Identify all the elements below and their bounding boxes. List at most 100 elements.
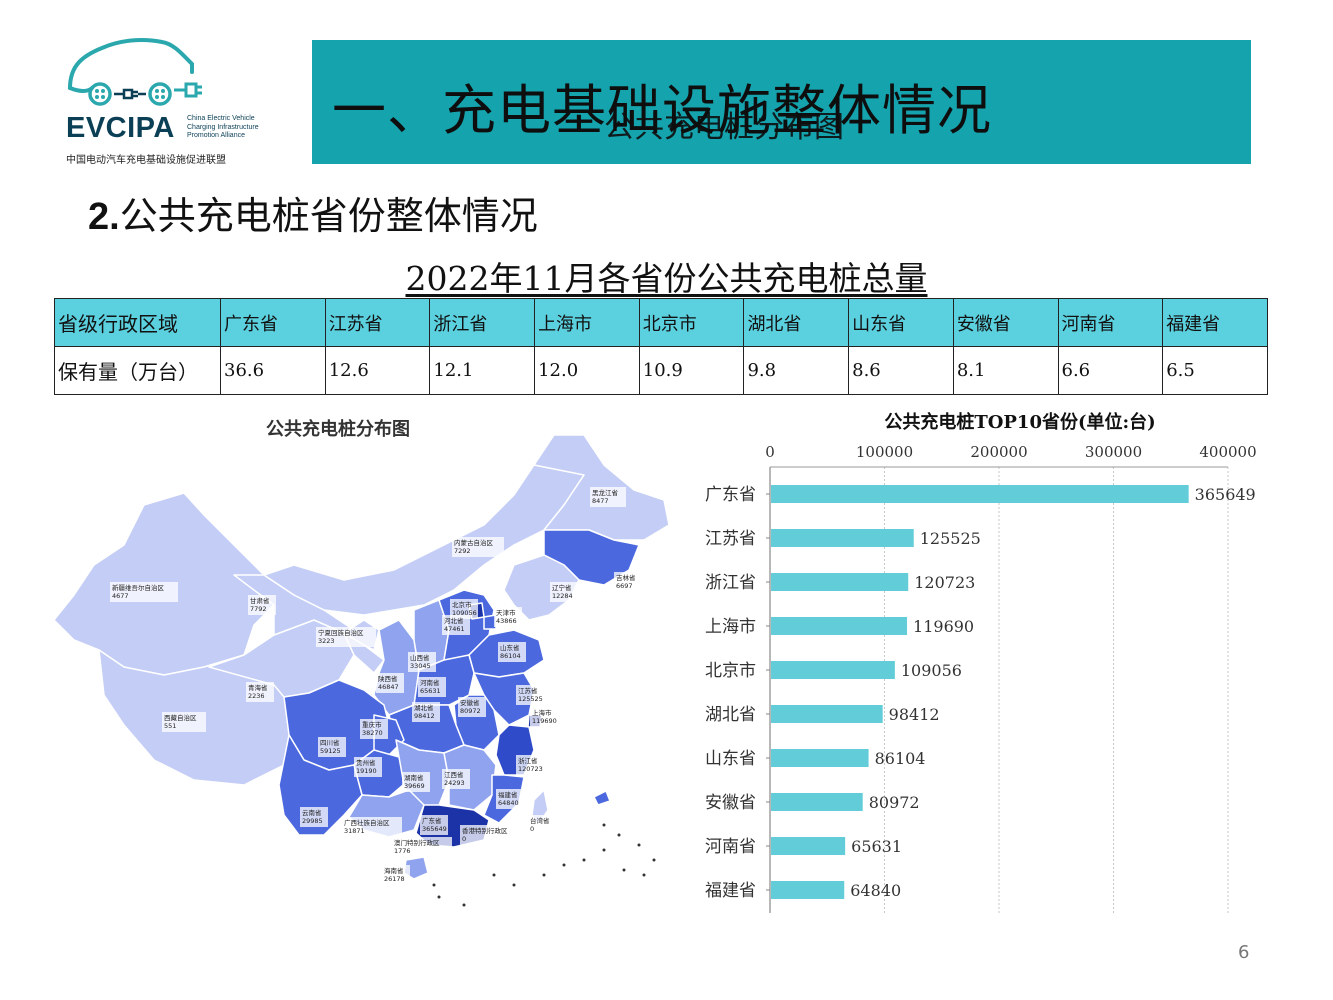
map-label-box — [162, 712, 206, 732]
page-number: 6 — [1238, 942, 1250, 963]
chart-title: 公共充电桩TOP10省份(单位:台) — [884, 411, 1155, 433]
map-label-box — [354, 757, 382, 777]
table-title: 2022年11月各省份公共充电桩总量 — [0, 252, 1333, 300]
section-heading: 2.公共充电桩省份整体情况 — [88, 185, 538, 240]
map-region-value: 6697 — [616, 582, 633, 590]
south-china-sea-islands — [432, 823, 656, 907]
data-label: 365649 — [1195, 485, 1256, 504]
map-region-value: 33045 — [410, 662, 431, 670]
category-label: 福建省 — [705, 881, 756, 901]
map-region-value: 4677 — [112, 592, 129, 600]
map-region-value: 0 — [462, 835, 466, 843]
map-region-value: 65631 — [420, 687, 441, 695]
map-region-name: 天津市 — [496, 608, 516, 617]
table-header-cell: 江苏省 — [324, 298, 431, 347]
category-label: 江苏省 — [705, 529, 756, 549]
map-region-name: 广东省 — [422, 816, 442, 825]
map-region-name: 澳门特别行政区 — [394, 838, 440, 847]
map-region-value: 7292 — [454, 547, 471, 555]
table-value-label: 保有量（万台） — [54, 346, 221, 395]
map-label-box — [248, 595, 276, 615]
bar — [771, 749, 869, 767]
bar — [771, 617, 908, 635]
x-tick-label: 200000 — [970, 443, 1027, 461]
category-label: 山东省 — [705, 749, 756, 769]
map-region-value: 98412 — [414, 712, 435, 720]
table-value-cell: 36.6 — [220, 346, 326, 395]
map-label-box — [360, 719, 388, 739]
data-label: 125525 — [920, 529, 981, 548]
map-region-value: 46847 — [378, 683, 399, 691]
title-banner: 一、充电基础设施整体情况 公共充电桩分布图 — [312, 40, 1251, 164]
map-region-name: 吉林省 — [616, 573, 636, 582]
map-region-name: 内蒙古自治区 — [454, 538, 494, 547]
table-header-cell: 湖北省 — [743, 298, 850, 347]
map-label-box — [376, 673, 404, 693]
map-region-name: 新疆维吾尔自治区 — [112, 583, 165, 592]
map-region-value: 109056 — [452, 609, 477, 617]
map-label-box — [494, 607, 522, 627]
table-value-cell: 12.0 — [534, 346, 640, 395]
slide-title: 一、充电基础设施整体情况 — [332, 79, 992, 142]
map-region-value: 38270 — [362, 729, 383, 737]
map-region-name: 广西壮族自治区 — [344, 818, 390, 827]
map-label-box — [528, 815, 556, 835]
table-value-cell: 8.6 — [848, 346, 954, 395]
logo-acronym: EVCIPA — [66, 112, 175, 144]
map-label-box — [408, 652, 436, 672]
bar — [771, 705, 883, 723]
category-label: 上海市 — [705, 617, 756, 637]
logo-chinese-name: 中国电动汽车充电基础设施促进联盟 — [66, 155, 226, 166]
map-region-value: 365649 — [422, 825, 447, 833]
map-region-name: 山西省 — [410, 653, 430, 662]
map-label-box — [460, 825, 520, 845]
map-region-name: 四川省 — [320, 738, 340, 747]
table-header-cell: 上海市 — [534, 298, 640, 347]
category-label: 浙江省 — [705, 573, 756, 593]
table-header-cell: 山东省 — [848, 298, 954, 347]
map-label-box — [450, 599, 478, 619]
table-header-label: 省级行政区域 — [54, 298, 221, 347]
chart-bars: 365649 125525 120723 119690 109056 98412 86104… — [771, 485, 1256, 900]
region-tianjin — [483, 614, 497, 630]
data-label: 65631 — [851, 837, 902, 856]
section-heading-text: 公共充电桩省份整体情况 — [119, 194, 538, 238]
china-choropleth-map: 公共充电桩分布图 — [44, 405, 684, 925]
table-value-cell: 12.6 — [324, 346, 431, 395]
region-liaoning — [503, 554, 580, 621]
bar — [771, 881, 845, 899]
map-region-value: 19190 — [356, 767, 377, 775]
table-header-cell: 浙江省 — [429, 298, 536, 347]
category-label: 湖北省 — [705, 705, 756, 725]
table-header-cell: 安徽省 — [952, 298, 1059, 347]
map-label-box — [110, 582, 178, 602]
map-region-name: 上海市 — [532, 708, 552, 717]
bar — [771, 793, 863, 811]
table-header-cell: 福建省 — [1162, 298, 1268, 347]
map-label-box — [342, 817, 402, 837]
table-value-cell: 8.1 — [952, 346, 1059, 395]
map-label-box — [246, 682, 274, 702]
map-label-box — [392, 837, 452, 857]
map-label-box — [530, 707, 558, 727]
bar — [771, 837, 846, 855]
data-label: 64840 — [850, 881, 901, 900]
table-header-cell: 河南省 — [1057, 298, 1164, 347]
map-title: 公共充电桩分布图 — [266, 419, 410, 440]
map-region-value: 3223 — [318, 637, 335, 645]
data-label: 120723 — [914, 573, 975, 592]
chart-gridlines — [766, 466, 1229, 913]
map-region-name: 香港特别行政区 — [462, 826, 508, 835]
map-region-name: 贵州省 — [356, 758, 376, 767]
bar — [771, 485, 1189, 503]
map-label-box — [318, 737, 346, 757]
logo-english-name: China Electric Vehicle Charging Infrastr… — [187, 115, 259, 139]
map-region-value: 119690 — [532, 717, 557, 725]
table-header-row: 省级行政区域 广东省 江苏省 浙江省 上海市 北京市 湖北省 山东省 安徽省 河… — [54, 298, 1268, 347]
map-region-name: 海南省 — [384, 866, 404, 875]
map-region-value: 2236 — [248, 692, 265, 700]
map-region-name: 黑龙江省 — [592, 488, 619, 497]
chart-tick-labels: 0 100000 200000 300000 400000 广东省江苏省浙江省上海市北京市… — [705, 443, 1257, 901]
top10-bar-chart: 公共充电桩TOP10省份(单位:台) 0 100000 200000 300000 40… — [690, 405, 1290, 925]
